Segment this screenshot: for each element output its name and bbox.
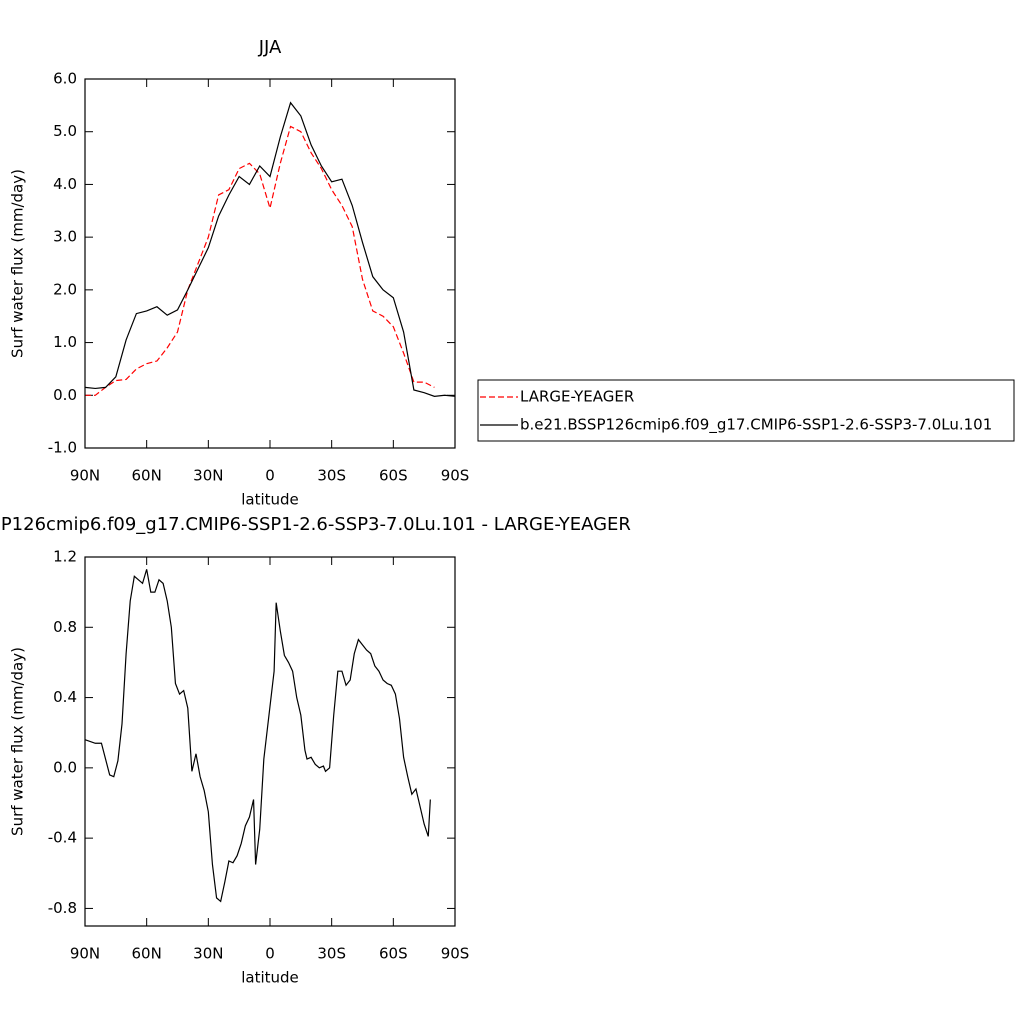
y-axis-label: Surf water flux (mm/day)	[9, 647, 27, 836]
x-tick-label: 30N	[193, 467, 223, 485]
x-tick-label: 90N	[70, 467, 100, 485]
y-tick-label: -0.4	[48, 829, 77, 847]
x-tick-label: 60S	[379, 945, 408, 963]
y-tick-label: 0.8	[53, 618, 77, 636]
y-tick-label: 5.0	[53, 122, 77, 140]
plot-frame	[84, 78, 456, 449]
y-tick-label: 0.0	[53, 386, 77, 404]
series-line	[85, 125, 435, 396]
y-tick-label: 1.0	[53, 333, 77, 351]
chart-title: b.e21.BSSP126cmip6.f09_g17.CMIP6-SSP1-2.…	[0, 514, 631, 535]
x-tick-label: 0	[265, 467, 275, 485]
x-axis-label: latitude	[241, 491, 299, 509]
x-tick-label: 30S	[317, 945, 346, 963]
x-axis-label: latitude	[241, 969, 299, 987]
x-tick-label: 60N	[132, 467, 162, 485]
x-tick-label: 0	[265, 945, 275, 963]
legend-box	[477, 379, 1015, 442]
y-tick-label: 0.4	[53, 688, 77, 706]
y-tick-label: 4.0	[53, 175, 77, 193]
y-tick-label: 1.2	[53, 548, 77, 566]
y-axis-label: Surf water flux (mm/day)	[9, 169, 27, 358]
chart-title: JJA	[258, 37, 282, 58]
y-tick-label: -0.8	[48, 899, 77, 917]
x-tick-label: 30S	[317, 467, 346, 485]
x-tick-label: 30N	[193, 945, 223, 963]
x-tick-label: 60S	[379, 467, 408, 485]
y-tick-label: 2.0	[53, 280, 77, 298]
y-tick-label: -1.0	[48, 439, 77, 457]
legend-label: b.e21.BSSP126cmip6.f09_g17.CMIP6-SSP1-2.…	[520, 416, 992, 435]
x-tick-label: 90N	[70, 945, 100, 963]
series-line	[84, 569, 431, 903]
y-tick-label: 6.0	[53, 70, 77, 88]
plot-frame	[84, 556, 456, 927]
legend-label: LARGE-YEAGER	[520, 388, 634, 406]
x-tick-label: 90S	[441, 945, 470, 963]
x-tick-label: 60N	[132, 945, 162, 963]
x-tick-label: 90S	[441, 467, 470, 485]
y-tick-label: 3.0	[53, 228, 77, 246]
series-line	[84, 101, 456, 397]
y-tick-label: 0.0	[53, 758, 77, 776]
